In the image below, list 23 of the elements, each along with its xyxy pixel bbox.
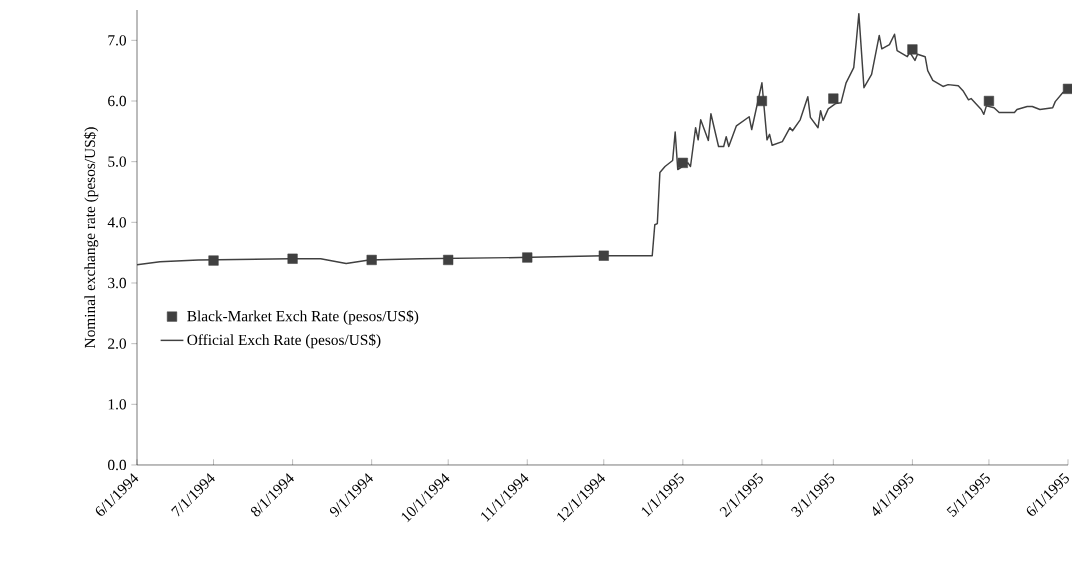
point bbox=[598, 250, 609, 261]
point bbox=[208, 255, 219, 266]
y-tick-label: 5.0 bbox=[108, 156, 127, 167]
point bbox=[828, 93, 839, 104]
y-tick-label: 7.0 bbox=[108, 35, 127, 46]
point bbox=[443, 254, 454, 266]
legend-label: Black-Market Exch Rate (pesos/US$) bbox=[187, 310, 419, 325]
point bbox=[1062, 83, 1072, 94]
y-axis-title: Nominal exchange rate (pesos/US$) bbox=[83, 127, 99, 348]
point bbox=[287, 253, 298, 264]
point bbox=[677, 157, 688, 168]
point bbox=[756, 95, 767, 107]
point bbox=[907, 44, 918, 55]
point bbox=[366, 254, 377, 266]
point bbox=[522, 252, 533, 263]
y-tick-label: 3.0 bbox=[108, 277, 127, 289]
legend-label: Official Exch Rate (pesos/US$) bbox=[187, 333, 381, 349]
y-tick-label: 1.0 bbox=[108, 399, 127, 410]
y-tick-label: 2.0 bbox=[108, 338, 127, 349]
point bbox=[983, 95, 994, 107]
y-tick-label: 6.0 bbox=[108, 95, 127, 107]
y-tick-label: 0.0 bbox=[108, 459, 127, 471]
y-tick-label: 4.0 bbox=[107, 217, 127, 228]
